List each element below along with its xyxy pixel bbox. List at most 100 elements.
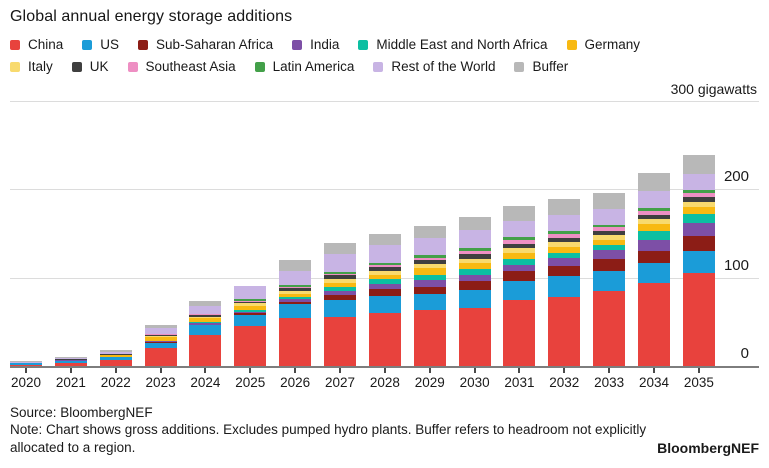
segment-china	[682, 273, 715, 366]
segment-southeast-asia	[593, 226, 626, 231]
segment-china	[368, 313, 401, 366]
segment-us	[638, 262, 671, 283]
legend-label: UK	[89, 59, 109, 74]
segment-rest-of-the-world	[99, 351, 132, 354]
x-tick	[69, 368, 72, 373]
legend-item-southeast-asia: Southeast Asia	[127, 59, 236, 74]
legend-swatch-icon	[71, 61, 82, 72]
segment-rest-of-the-world	[54, 357, 87, 360]
segment-latin-america	[368, 262, 401, 265]
segment-us	[503, 281, 536, 300]
segment-latin-america	[413, 255, 446, 258]
segment-uk	[234, 301, 267, 304]
x-tick-label-2023: 2023	[145, 375, 176, 390]
segment-buffer	[54, 357, 87, 358]
segment-buffer	[682, 154, 715, 174]
legend-item-middle-east-and-north-africa: Middle East and North Africa	[358, 37, 548, 52]
segment-germany	[458, 263, 491, 270]
segment-us	[99, 357, 132, 361]
bar-2025	[234, 286, 267, 373]
x-tick	[518, 368, 521, 373]
segment-italy	[189, 316, 222, 319]
segment-italy	[458, 259, 491, 264]
segment-buffer	[324, 243, 357, 254]
x-tick	[204, 368, 207, 373]
segment-india	[458, 275, 491, 282]
y-tick-label-0: 0	[740, 345, 749, 362]
gridline-300	[10, 101, 759, 102]
segment-china	[279, 318, 312, 366]
bar-2021	[54, 357, 87, 373]
segment-china	[324, 316, 357, 366]
x-tick-label-2034: 2034	[639, 375, 670, 390]
segment-china	[458, 307, 491, 366]
legend-label: India	[310, 37, 340, 52]
segment-sub-saharan-africa	[548, 266, 581, 276]
bar-2022	[99, 350, 132, 373]
bar-stack-2033	[593, 192, 626, 366]
segment-china	[593, 290, 626, 366]
segment-southeast-asia	[503, 239, 536, 244]
chart-legend: China US Sub-Saharan Africa India Middle Eas…	[10, 37, 759, 74]
segment-italy	[144, 336, 177, 338]
x-tick-label-2035: 2035	[683, 375, 714, 390]
legend-swatch-icon	[373, 61, 384, 72]
segment-southeast-asia	[458, 250, 491, 254]
bar-2023	[144, 325, 177, 373]
segment-rest-of-the-world	[324, 253, 357, 272]
segment-germany	[234, 305, 267, 310]
segment-rest-of-the-world	[682, 173, 715, 191]
segment-uk	[189, 314, 222, 317]
bar-2032	[548, 199, 581, 373]
segment-rest-of-the-world	[189, 306, 222, 314]
segment-southeast-asia	[638, 210, 671, 215]
segment-buffer	[368, 233, 401, 246]
segment-rest-of-the-world	[144, 327, 177, 334]
x-tick-label-2022: 2022	[100, 375, 131, 390]
segment-italy	[413, 264, 446, 269]
legend-item-italy: Italy	[10, 59, 53, 74]
segment-latin-america	[638, 207, 671, 211]
x-tick	[114, 368, 117, 373]
bar-2030	[458, 216, 491, 373]
legend-row-1: China US Sub-Saharan Africa India Middle Eas…	[10, 37, 759, 52]
bar-2024	[189, 301, 222, 373]
x-tick-label-2021: 2021	[55, 375, 86, 390]
legend-swatch-icon	[138, 39, 149, 50]
segment-us	[189, 325, 222, 336]
segment-rest-of-the-world	[548, 215, 581, 231]
bar-stack-2031	[503, 206, 536, 366]
legend-swatch-icon	[82, 39, 93, 50]
legend-item-us: US	[82, 37, 119, 52]
bar-2034	[638, 172, 671, 373]
segment-us	[279, 304, 312, 319]
segment-buffer	[189, 301, 222, 307]
segment-sub-saharan-africa	[458, 281, 491, 291]
x-tick-label-2030: 2030	[459, 375, 490, 390]
legend-label: China	[28, 37, 64, 52]
legend-label: Middle East and North Africa	[376, 37, 548, 52]
segment-buffer	[144, 325, 177, 328]
segment-buffer	[638, 172, 671, 192]
x-tick-label-2032: 2032	[549, 375, 580, 390]
bar-stack-2023	[144, 325, 177, 366]
segment-us	[593, 270, 626, 291]
segment-rest-of-the-world	[368, 245, 401, 263]
segment-india	[638, 239, 671, 252]
bar-stack-2021	[54, 357, 87, 366]
segment-germany	[279, 293, 312, 298]
segment-germany	[324, 282, 357, 287]
y-tick-label-200: 200	[723, 168, 749, 186]
segment-china	[144, 348, 177, 366]
legend-swatch-icon	[10, 61, 20, 72]
segment-buffer	[279, 259, 312, 272]
bar-stack-2024	[189, 301, 222, 366]
segment-china	[10, 364, 42, 366]
segment-southeast-asia	[324, 273, 357, 276]
x-axis-line	[10, 366, 759, 368]
segment-us	[548, 275, 581, 298]
legend-item-buffer: Buffer	[514, 59, 568, 74]
segment-middle-east-and-north-africa	[234, 309, 267, 312]
bars-container	[10, 101, 715, 373]
segment-middle-east-and-north-africa	[458, 269, 491, 276]
